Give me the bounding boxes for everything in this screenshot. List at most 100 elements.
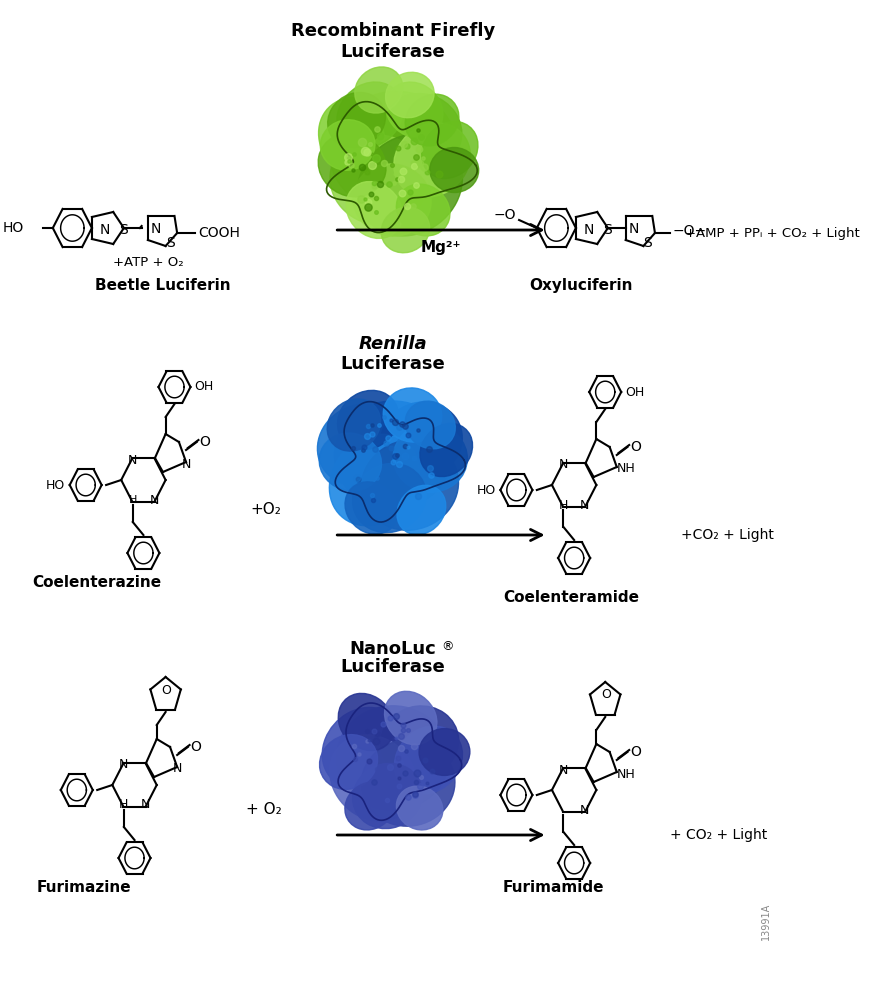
Ellipse shape xyxy=(361,440,459,530)
Text: N: N xyxy=(583,223,594,237)
Text: Furimamide: Furimamide xyxy=(503,880,604,895)
Ellipse shape xyxy=(317,404,405,486)
Text: Mg²⁺: Mg²⁺ xyxy=(420,240,461,255)
Text: S: S xyxy=(603,223,612,237)
Text: N: N xyxy=(580,499,589,512)
Ellipse shape xyxy=(330,135,427,225)
Ellipse shape xyxy=(393,424,467,492)
Text: N: N xyxy=(629,222,639,236)
Text: N: N xyxy=(140,798,150,811)
Text: + CO₂ + Light: + CO₂ + Light xyxy=(670,828,767,842)
Text: H: H xyxy=(128,495,137,505)
Ellipse shape xyxy=(330,434,419,525)
Text: Furimazine: Furimazine xyxy=(37,880,132,895)
Text: −O−: −O− xyxy=(672,224,707,238)
Text: HO: HO xyxy=(46,478,65,492)
Ellipse shape xyxy=(385,73,434,118)
Text: N: N xyxy=(151,222,161,236)
Text: O: O xyxy=(190,740,201,754)
Text: NH: NH xyxy=(617,768,636,781)
Text: OH: OH xyxy=(624,386,644,399)
Text: S: S xyxy=(166,236,174,250)
Text: O: O xyxy=(161,683,172,696)
Text: Beetle Luciferin: Beetle Luciferin xyxy=(94,278,230,293)
Text: N: N xyxy=(580,803,589,816)
Text: HO: HO xyxy=(477,483,496,497)
Ellipse shape xyxy=(361,739,455,826)
Text: S: S xyxy=(119,223,128,237)
Text: HO: HO xyxy=(3,221,24,235)
Ellipse shape xyxy=(355,67,403,113)
Text: ®: ® xyxy=(441,640,453,653)
Text: +CO₂ + Light: +CO₂ + Light xyxy=(681,528,773,542)
Ellipse shape xyxy=(352,763,423,829)
Ellipse shape xyxy=(405,401,455,449)
Ellipse shape xyxy=(420,423,473,476)
Ellipse shape xyxy=(344,782,395,830)
Ellipse shape xyxy=(380,706,459,778)
Ellipse shape xyxy=(337,706,450,810)
Text: NH: NH xyxy=(617,463,636,475)
Text: Recombinant Firefly
Luciferase: Recombinant Firefly Luciferase xyxy=(291,22,495,61)
Text: N: N xyxy=(181,458,191,470)
Text: Luciferase: Luciferase xyxy=(341,355,446,373)
Ellipse shape xyxy=(397,786,443,830)
Text: S: S xyxy=(644,236,652,250)
Text: OH: OH xyxy=(194,380,214,394)
Ellipse shape xyxy=(385,93,462,167)
Text: COOH: COOH xyxy=(199,226,241,240)
Text: Coelenteramide: Coelenteramide xyxy=(503,590,639,605)
Text: N: N xyxy=(128,454,138,466)
Text: O: O xyxy=(601,688,611,701)
Ellipse shape xyxy=(397,485,446,535)
Ellipse shape xyxy=(358,134,462,236)
Ellipse shape xyxy=(318,134,386,196)
Ellipse shape xyxy=(385,82,443,137)
Text: −O: −O xyxy=(494,208,516,222)
Ellipse shape xyxy=(318,97,404,183)
Text: N: N xyxy=(559,763,569,777)
Text: N: N xyxy=(119,758,128,772)
Ellipse shape xyxy=(330,91,456,209)
Text: O: O xyxy=(630,440,641,454)
Ellipse shape xyxy=(323,707,404,789)
Text: N: N xyxy=(99,223,110,237)
Ellipse shape xyxy=(328,92,385,147)
Ellipse shape xyxy=(352,464,426,532)
Ellipse shape xyxy=(337,82,403,148)
Text: H: H xyxy=(559,499,569,512)
Ellipse shape xyxy=(394,726,462,793)
Text: +AMP + PPᵢ + CO₂ + Light: +AMP + PPᵢ + CO₂ + Light xyxy=(685,227,860,240)
Ellipse shape xyxy=(383,388,442,442)
Text: +ATP + O₂: +ATP + O₂ xyxy=(112,256,183,269)
Text: H: H xyxy=(119,798,128,811)
Ellipse shape xyxy=(385,691,437,744)
Ellipse shape xyxy=(397,184,450,236)
Ellipse shape xyxy=(337,391,399,450)
Ellipse shape xyxy=(380,402,462,478)
Text: Luciferase: Luciferase xyxy=(341,658,446,676)
Text: N: N xyxy=(149,494,159,507)
Text: 13991A: 13991A xyxy=(761,902,772,940)
Ellipse shape xyxy=(327,399,380,451)
Ellipse shape xyxy=(330,735,417,821)
Ellipse shape xyxy=(422,122,478,179)
Ellipse shape xyxy=(319,433,381,491)
Ellipse shape xyxy=(405,94,459,146)
Text: + O₂: + O₂ xyxy=(246,802,282,817)
Ellipse shape xyxy=(334,401,452,509)
Text: Renilla: Renilla xyxy=(358,335,427,353)
Text: Oxyluciferin: Oxyluciferin xyxy=(529,278,633,293)
Ellipse shape xyxy=(345,482,399,534)
Ellipse shape xyxy=(381,207,430,252)
Text: N: N xyxy=(173,762,182,776)
Text: Coelenterazine: Coelenterazine xyxy=(32,575,161,590)
Ellipse shape xyxy=(353,164,431,236)
Text: O: O xyxy=(630,745,641,759)
Ellipse shape xyxy=(394,123,470,197)
Ellipse shape xyxy=(346,182,403,239)
Ellipse shape xyxy=(320,120,375,170)
Text: NanoLuc: NanoLuc xyxy=(350,640,436,658)
Text: +O₂: +O₂ xyxy=(250,503,281,518)
Ellipse shape xyxy=(319,735,378,790)
